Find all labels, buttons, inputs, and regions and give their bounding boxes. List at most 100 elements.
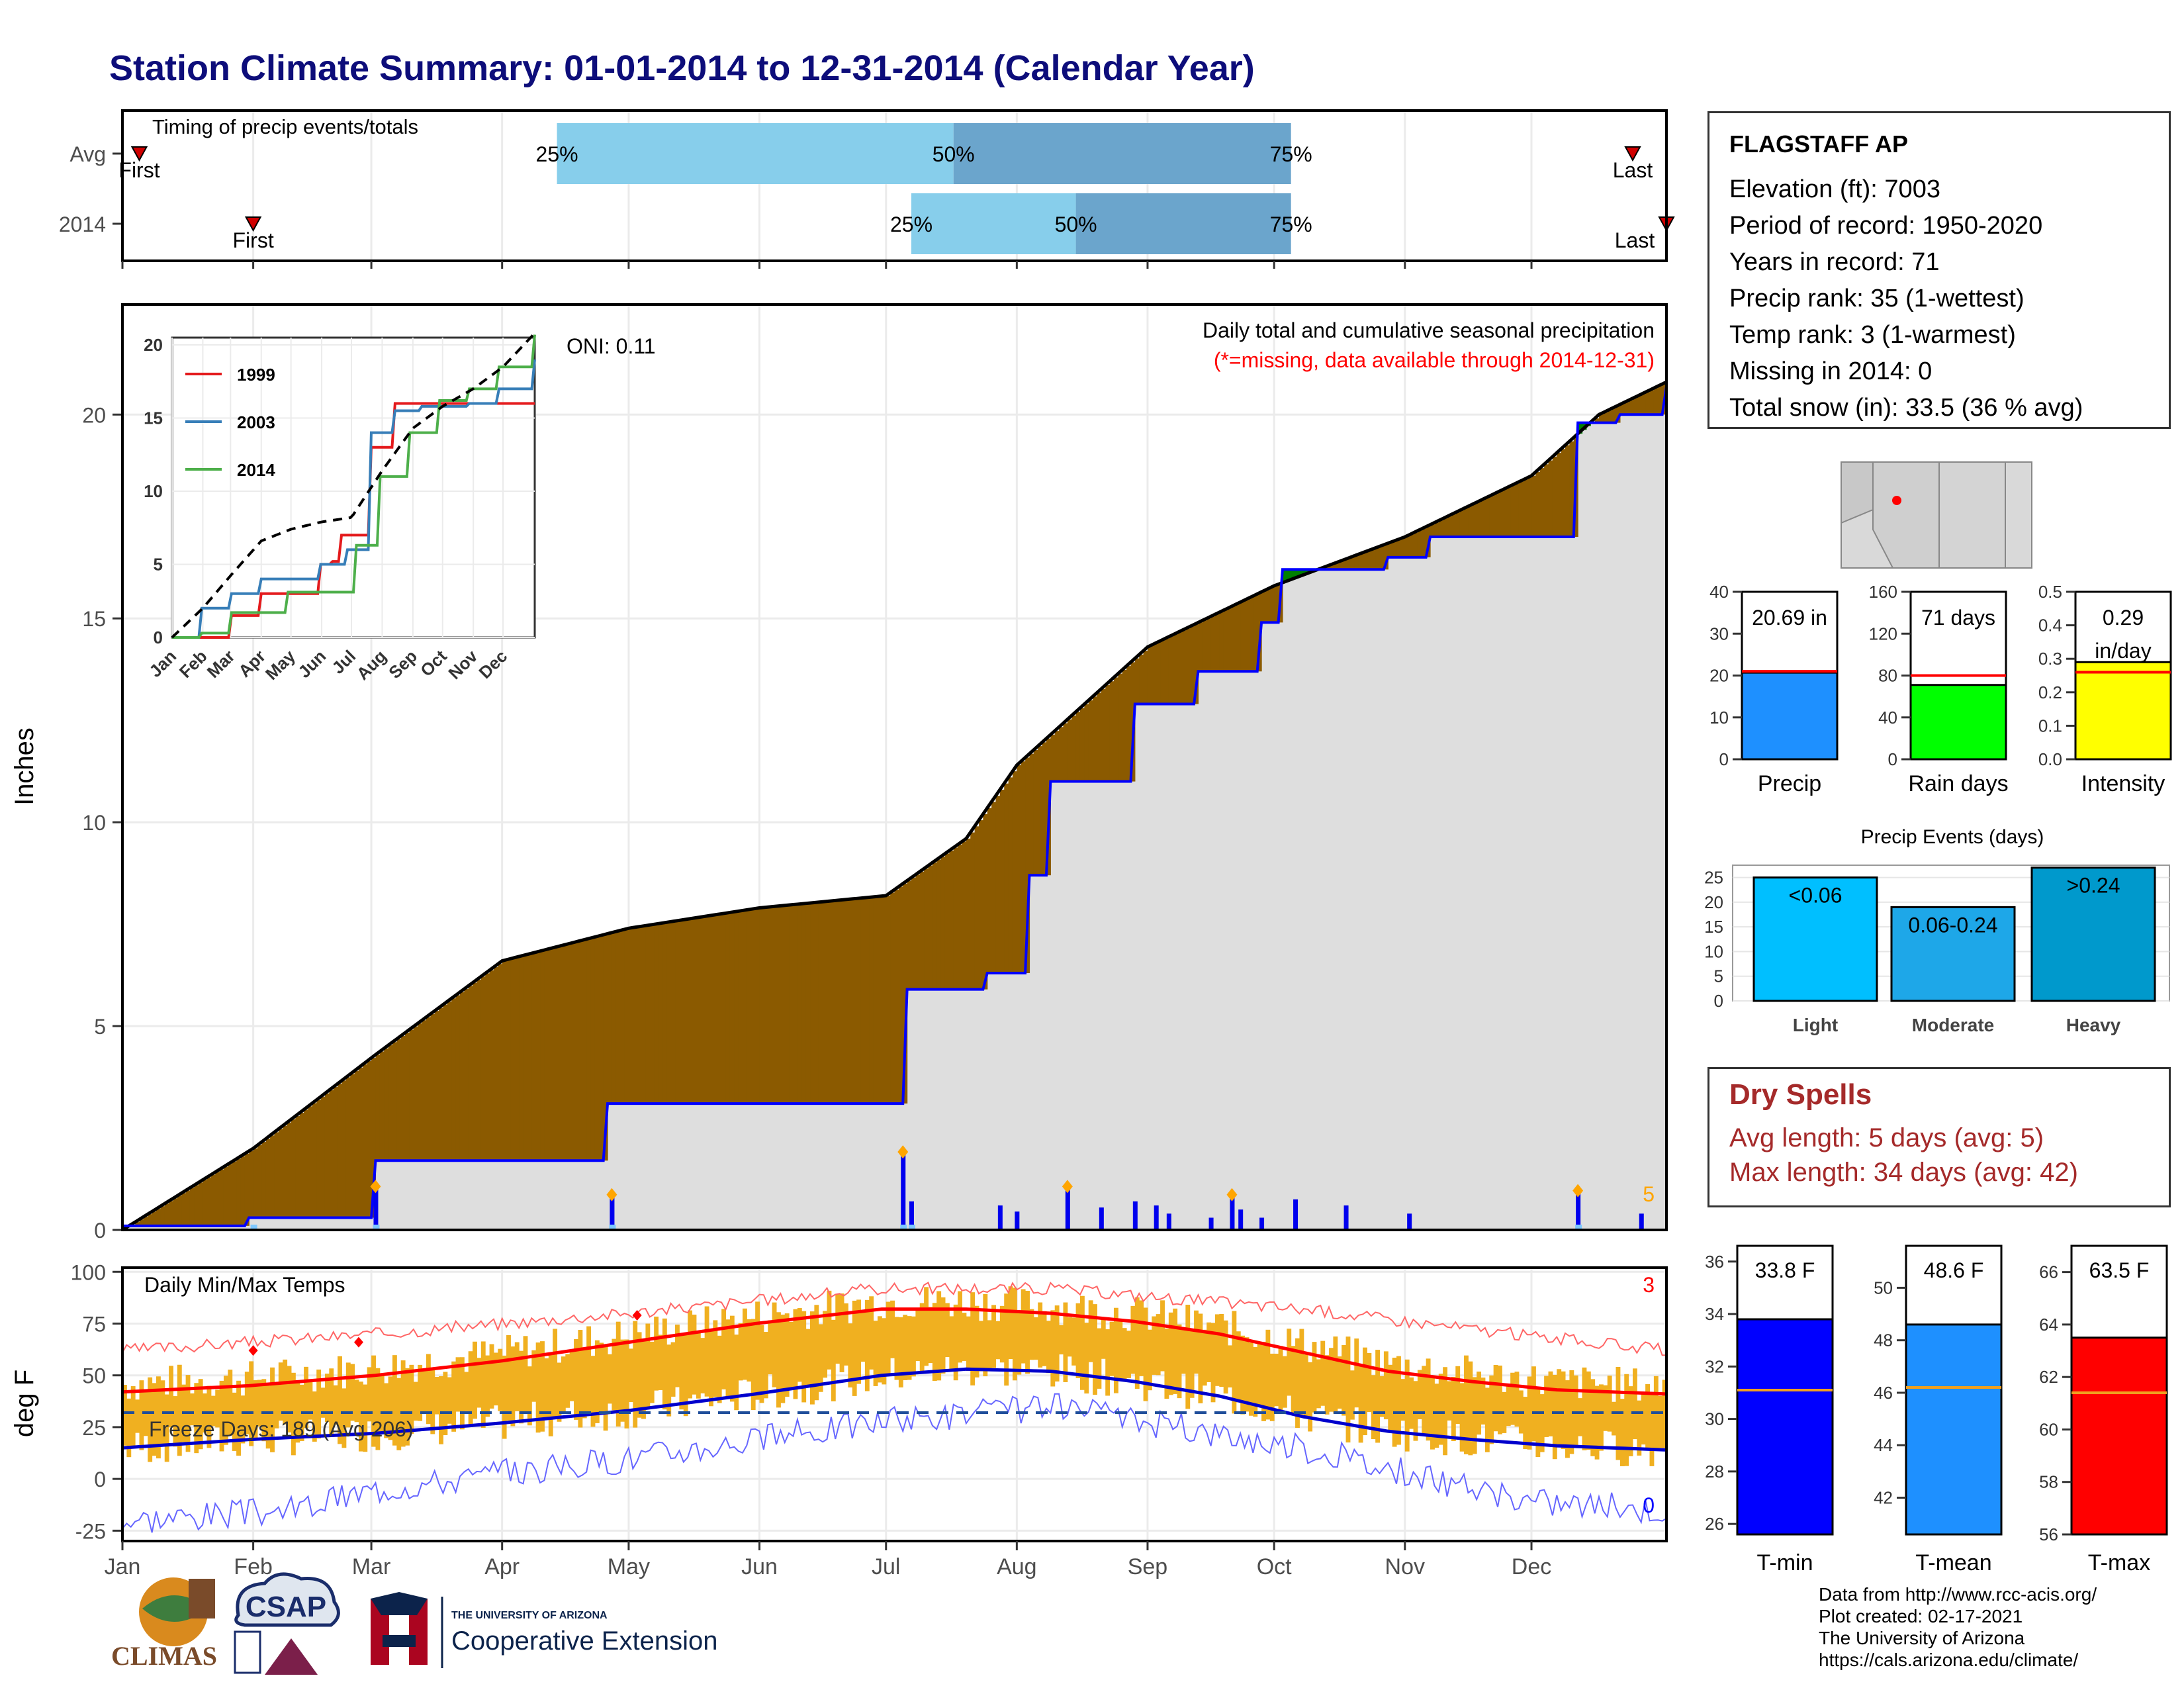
daily-temp-bar (1607, 1376, 1612, 1432)
deficit-segment (1177, 632, 1182, 704)
daily-temp-bar (1046, 1321, 1051, 1374)
deficit-segment (654, 924, 659, 1104)
deficit-segment (797, 904, 802, 1104)
daily-temp-bar (1232, 1311, 1237, 1414)
daily-temp-bar (1139, 1300, 1144, 1376)
deficit-segment (561, 945, 566, 1161)
daily-temp-bar (949, 1316, 954, 1371)
deficit-segment (1388, 543, 1393, 557)
daily-temp-bar (422, 1368, 427, 1414)
daily-temp-bar (506, 1335, 511, 1421)
surplus-segment (1578, 422, 1583, 434)
daily-temp-bar (1573, 1375, 1578, 1446)
daily-temp-bar (944, 1303, 950, 1358)
deficit-segment (1244, 600, 1250, 672)
deficit-segment (1219, 612, 1224, 672)
deficit-segment (1050, 734, 1056, 782)
daily-temp-bar (1228, 1345, 1232, 1387)
daily-temp-bar (1498, 1365, 1502, 1434)
timing-row-label: 2014 (59, 212, 106, 236)
daily-temp-bar (1152, 1316, 1157, 1375)
timing-p75-label: 75% (1270, 142, 1312, 166)
mini-bar-tick-label: 40 (1709, 582, 1729, 602)
deficit-segment (1468, 506, 1473, 538)
deficit-segment (215, 1172, 220, 1226)
daily-temp-bar (270, 1367, 275, 1452)
daily-temp-bar (1443, 1367, 1448, 1456)
deficit-segment (1619, 404, 1625, 415)
deficit-segment (1358, 554, 1363, 570)
daily-precip-bar (1238, 1209, 1244, 1230)
deficit-segment (493, 966, 498, 1161)
daily-temp-bar (805, 1329, 811, 1387)
mini-bar-rain-days (1909, 684, 2007, 761)
daily-temp-bar (814, 1305, 819, 1401)
daily-temp-bar (776, 1312, 781, 1408)
deficit-segment (1021, 761, 1026, 974)
deficit-segment (615, 931, 621, 1104)
daily-temp-bar (1240, 1335, 1246, 1415)
daily-temp-bar (375, 1368, 381, 1450)
daily-temp-bar (338, 1356, 342, 1444)
daily-temp-bar (1417, 1370, 1422, 1419)
daily-precip-bar (1293, 1199, 1298, 1230)
daily-temp-bar (725, 1319, 731, 1397)
daily-temp-bar (574, 1338, 578, 1420)
precip-frame-top (121, 303, 1668, 1231)
daily-temp-bar (932, 1303, 937, 1382)
daily-temp-bar (1637, 1400, 1642, 1456)
map-region-nm (1938, 461, 2006, 569)
daily-temp-bar (485, 1355, 490, 1417)
deficit-segment (1236, 604, 1241, 672)
daily-precip-bar (1259, 1217, 1265, 1230)
events-bar-label: >0.24 (2067, 874, 2120, 898)
daily-temp-bar (1084, 1323, 1089, 1394)
daily-temp-bar (278, 1362, 283, 1421)
deficit-segment (219, 1169, 224, 1226)
deficit-segment (1599, 414, 1604, 423)
deficit-segment (1109, 681, 1115, 782)
surplus-segment (1295, 569, 1300, 579)
daily-temp-bar (974, 1305, 979, 1378)
deficit-segment (535, 952, 541, 1161)
heavy-event-marker-icon (1572, 1184, 1584, 1197)
daily-temp-bar (864, 1299, 870, 1391)
csap-cloud-icon (234, 1572, 340, 1627)
temp-bar-tick-label: 32 (1705, 1356, 1724, 1376)
daily-temp-bar (1025, 1290, 1030, 1374)
deficit-segment (1649, 390, 1655, 415)
deficit-segment (1552, 456, 1557, 538)
daily-temp-bar (1038, 1302, 1043, 1368)
daily-temp-bar (928, 1307, 933, 1364)
daily-temp-bar (1624, 1374, 1629, 1466)
daily-temp-bar (1349, 1370, 1355, 1420)
deficit-segment (831, 901, 836, 1104)
daily-temp-bar (907, 1316, 912, 1380)
daily-temp-bar (1438, 1374, 1443, 1445)
deficit-segment (869, 897, 874, 1104)
deficit-segment (249, 1150, 254, 1218)
mini-bar-tick-label: 30 (1709, 624, 1729, 643)
timing-p50-label: 50% (933, 142, 975, 166)
deficit-segment (480, 976, 486, 1161)
deficit-segment (451, 998, 457, 1161)
daily-temp-bar (480, 1341, 486, 1429)
deficit-segment (932, 863, 937, 990)
deficit-segment (776, 906, 781, 1104)
deficit-segment (1342, 560, 1347, 570)
heavy-event-marker-icon (1226, 1188, 1238, 1201)
daily-precip-bar (909, 1201, 914, 1230)
deficit-segment (443, 1004, 448, 1161)
deficit-segment (1510, 486, 1516, 538)
month-label: Jan (105, 1554, 141, 1579)
timing-frame-top (121, 109, 1668, 262)
deficit-segment (148, 1214, 153, 1226)
daily-temp-bar (451, 1361, 457, 1432)
credit-line: Plot created: 02-17-2021 (1819, 1606, 2023, 1626)
events-tick-label: 15 (1704, 917, 1723, 937)
deficit-segment (958, 844, 963, 990)
daily-temp-bar (1354, 1338, 1359, 1408)
mini-bar-tick-label: 10 (1709, 708, 1729, 727)
deficit-segment (1443, 518, 1448, 538)
daily-temp-bar (1329, 1348, 1334, 1412)
